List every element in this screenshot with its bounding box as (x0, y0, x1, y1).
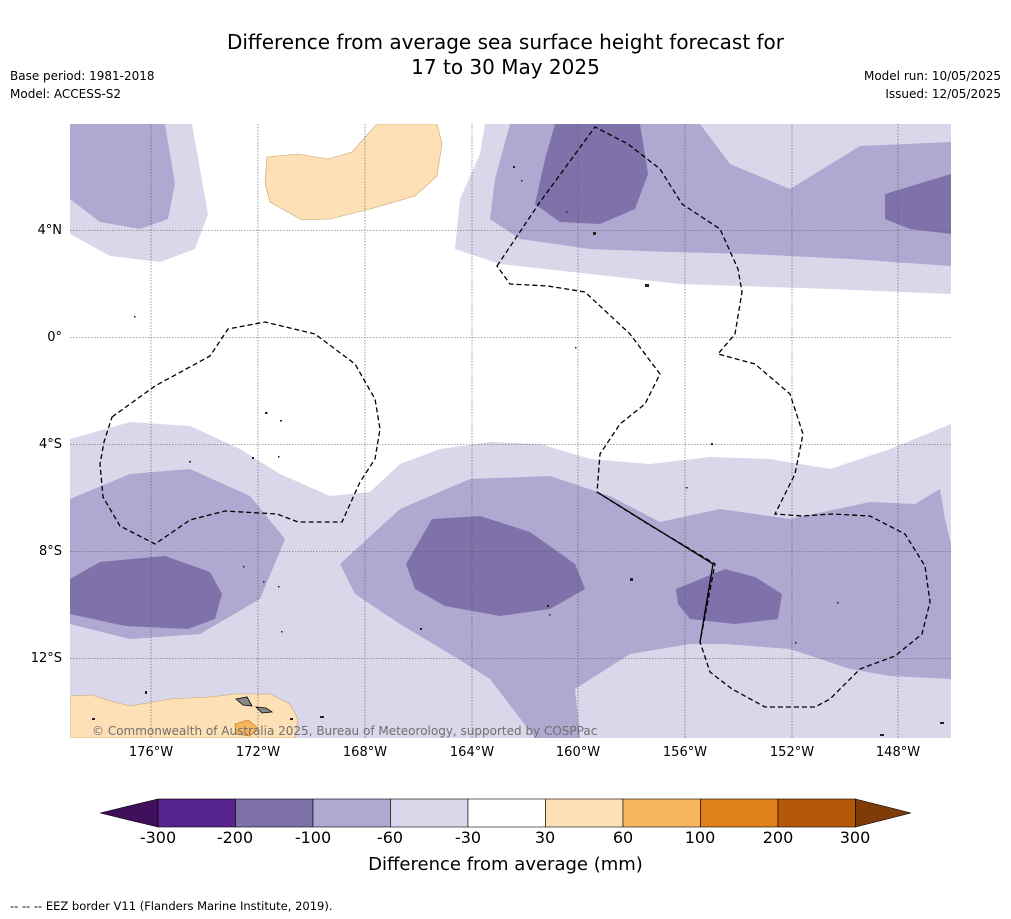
eez-borders (99, 126, 931, 708)
lon-label-160w: 160°W (555, 745, 601, 760)
colorbar-arrow-left (100, 798, 159, 828)
model-name: Model: ACCESS-S2 (10, 87, 122, 101)
colorbar (100, 798, 912, 828)
lat-label-0: 0° (47, 330, 62, 345)
colorbar-tick: -300 (139, 828, 177, 847)
graticule (70, 124, 951, 738)
lat-label-8s: 8°S (38, 544, 62, 559)
lat-label-12s: 12°S (30, 651, 62, 666)
colorbar-bin (622, 798, 701, 828)
meta-left: Base period: 1981-2018 Model: ACCESS-S2 (10, 67, 155, 103)
title-line-1: Difference from average sea surface heig… (226, 30, 785, 54)
colorbar-tick: -30 (454, 828, 482, 847)
band-dark-purple (70, 124, 951, 629)
colorbar-bin (157, 798, 236, 828)
model-run: Model run: 10/05/2025 (863, 69, 1001, 83)
colorbar-bin (700, 798, 779, 828)
colorbar-tick: 60 (612, 828, 634, 847)
base-period: Base period: 1981-2018 (10, 69, 155, 83)
colorbar-bin (467, 798, 546, 828)
colorbar-bin (390, 798, 469, 828)
colorbar-bin (235, 798, 314, 828)
band-orange-patch (234, 719, 259, 737)
colorbar-title: Difference from average (mm) (368, 854, 643, 875)
title-line-2: 17 to 30 May 2025 (411, 55, 600, 79)
colorbar-tick: 300 (839, 828, 871, 847)
colorbar-bin (312, 798, 391, 828)
issued-date: Issued: 12/05/2025 (885, 87, 1001, 101)
islands (92, 166, 944, 736)
copyright-notice: © Commonwealth of Australia 2025, Bureau… (92, 724, 598, 738)
colorbar-tick: -100 (294, 828, 332, 847)
sea-height-map (70, 124, 951, 738)
lon-label-156w: 156°W (662, 745, 708, 760)
eez-footnote: -- -- -- EEZ border V11 (Flanders Marine… (10, 899, 333, 913)
colorbar-tick: -200 (216, 828, 254, 847)
lon-label-152w: 152°W (769, 745, 815, 760)
lon-label-172w: 172°W (235, 745, 281, 760)
lon-label-168w: 168°W (342, 745, 388, 760)
colorbar-tick: -60 (376, 828, 404, 847)
band-light-orange (70, 124, 443, 738)
map-title: Difference from average sea surface heig… (0, 30, 1011, 80)
lat-label-4n: 4°N (37, 223, 63, 238)
meta-right: Model run: 10/05/2025 Issued: 12/05/2025 (864, 67, 1001, 103)
colorbar-tick: 100 (684, 828, 716, 847)
colorbar-bin (545, 798, 624, 828)
eez-solid-border (596, 491, 714, 643)
lon-label-148w: 148°W (875, 745, 921, 760)
colorbar-bin (777, 798, 856, 828)
lon-label-176w: 176°W (128, 745, 174, 760)
colorbar-arrow-right (855, 798, 912, 828)
colorbar-tick: 30 (534, 828, 556, 847)
island-upolu (235, 696, 253, 707)
island-savaii (254, 706, 274, 714)
lat-label-4s: 4°S (38, 437, 62, 452)
colorbar-tick: 200 (762, 828, 794, 847)
lon-label-164w: 164°W (449, 745, 495, 760)
